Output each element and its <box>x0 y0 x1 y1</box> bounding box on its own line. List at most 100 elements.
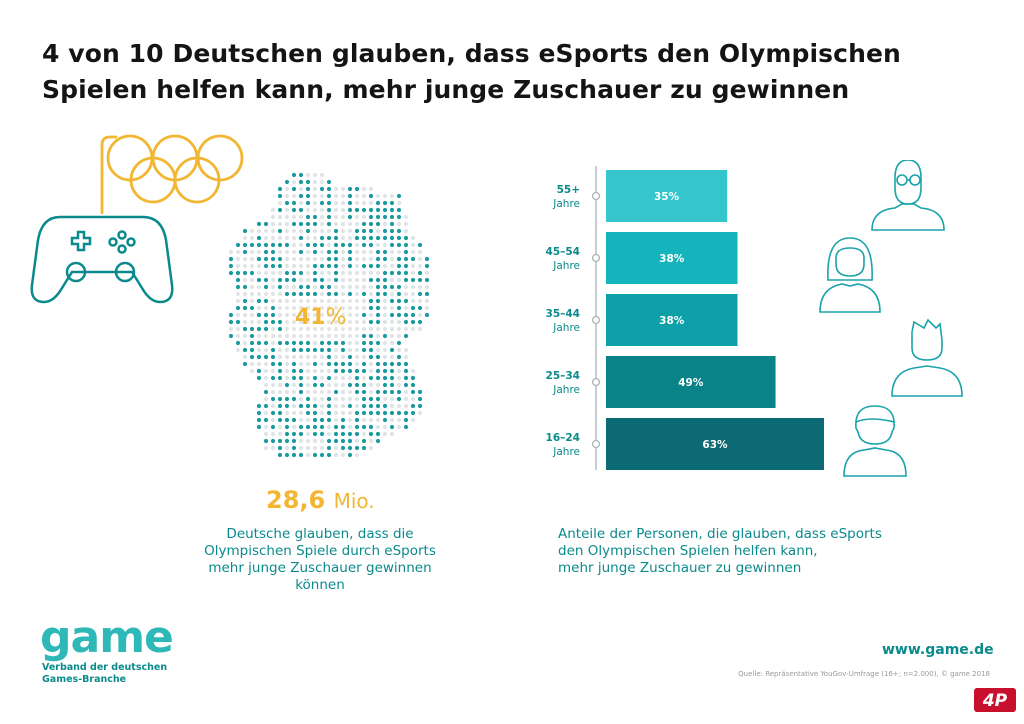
map-dot <box>319 284 325 290</box>
map-dot <box>277 396 283 402</box>
headline-stat-value: 28,6 Mio. <box>266 486 375 514</box>
map-dot <box>389 417 395 423</box>
map-dot <box>312 312 318 318</box>
map-dot <box>305 326 311 332</box>
map-dot <box>249 235 255 241</box>
map-dot <box>277 200 283 206</box>
map-dot <box>277 263 283 269</box>
map-dot <box>242 242 248 248</box>
map-dot <box>389 207 395 213</box>
map-dot <box>410 396 416 402</box>
map-dot <box>347 242 353 248</box>
map-dot <box>340 382 346 388</box>
map-dot <box>375 270 381 276</box>
map-dot <box>340 326 346 332</box>
map-dot <box>396 291 402 297</box>
map-dot <box>249 347 255 353</box>
map-dot <box>319 382 325 388</box>
map-dot <box>305 361 311 367</box>
map-dot <box>368 403 374 409</box>
map-dot <box>389 368 395 374</box>
map-dot <box>263 361 269 367</box>
map-dot <box>368 319 374 325</box>
game-logo[interactable]: game <box>40 612 174 663</box>
map-dot <box>340 424 346 430</box>
map-dot <box>305 200 311 206</box>
website-link[interactable]: www.game.de <box>882 642 994 658</box>
map-dot <box>326 424 332 430</box>
map-dot <box>312 242 318 248</box>
map-dot <box>291 389 297 395</box>
map-dot <box>333 200 339 206</box>
map-dot <box>291 270 297 276</box>
map-dot <box>396 263 402 269</box>
map-dot <box>368 193 374 199</box>
map-dot <box>333 319 339 325</box>
young-person-icon <box>843 405 907 477</box>
map-dot <box>354 193 360 199</box>
map-dot <box>326 270 332 276</box>
map-dot <box>354 284 360 290</box>
map-dot <box>249 249 255 255</box>
map-dot <box>403 333 409 339</box>
map-dot <box>396 340 402 346</box>
axis-tick-marker <box>591 315 601 325</box>
map-dot <box>312 375 318 381</box>
map-dot <box>410 277 416 283</box>
map-dot <box>256 347 262 353</box>
map-dot <box>291 347 297 353</box>
map-dot <box>333 361 339 367</box>
map-dot <box>319 207 325 213</box>
map-dot <box>249 242 255 248</box>
map-dot <box>403 347 409 353</box>
map-dot <box>326 186 332 192</box>
map-dot <box>263 354 269 360</box>
map-dot <box>375 375 381 381</box>
map-dot <box>305 396 311 402</box>
map-dot <box>256 270 262 276</box>
map-dot <box>361 375 367 381</box>
map-dot <box>375 368 381 374</box>
map-dot <box>417 298 423 304</box>
map-dot <box>256 326 262 332</box>
map-dot <box>305 214 311 220</box>
map-dot <box>340 207 346 213</box>
map-dot <box>326 263 332 269</box>
map-dot <box>347 347 353 353</box>
map-dot <box>403 403 409 409</box>
map-dot <box>382 228 388 234</box>
map-dot <box>242 270 248 276</box>
map-dot <box>228 256 234 262</box>
map-dot <box>389 193 395 199</box>
bar-value-label: 35% <box>654 191 680 203</box>
map-dot <box>382 361 388 367</box>
map-dot <box>340 228 346 234</box>
map-dot <box>333 284 339 290</box>
map-dot <box>291 298 297 304</box>
map-dot <box>312 284 318 290</box>
map-dot <box>389 249 395 255</box>
map-dot <box>298 452 304 458</box>
map-dot <box>263 284 269 290</box>
map-dot <box>424 312 430 318</box>
map-dot <box>284 389 290 395</box>
map-dot <box>403 424 409 430</box>
map-dot <box>277 256 283 262</box>
gamepad-icon <box>30 215 174 304</box>
map-dot <box>375 410 381 416</box>
map-dot <box>340 242 346 248</box>
map-dot <box>361 249 367 255</box>
map-dot <box>242 326 248 332</box>
map-dot <box>277 242 283 248</box>
map-dot <box>228 319 234 325</box>
map-dot <box>305 228 311 234</box>
map-dot <box>375 312 381 318</box>
map-dot <box>382 417 388 423</box>
map-dot <box>270 368 276 374</box>
map-dot <box>340 319 346 325</box>
map-dot <box>340 340 346 346</box>
map-dot <box>284 291 290 297</box>
map-dot <box>298 354 304 360</box>
map-dot <box>256 305 262 311</box>
map-dot <box>333 228 339 234</box>
